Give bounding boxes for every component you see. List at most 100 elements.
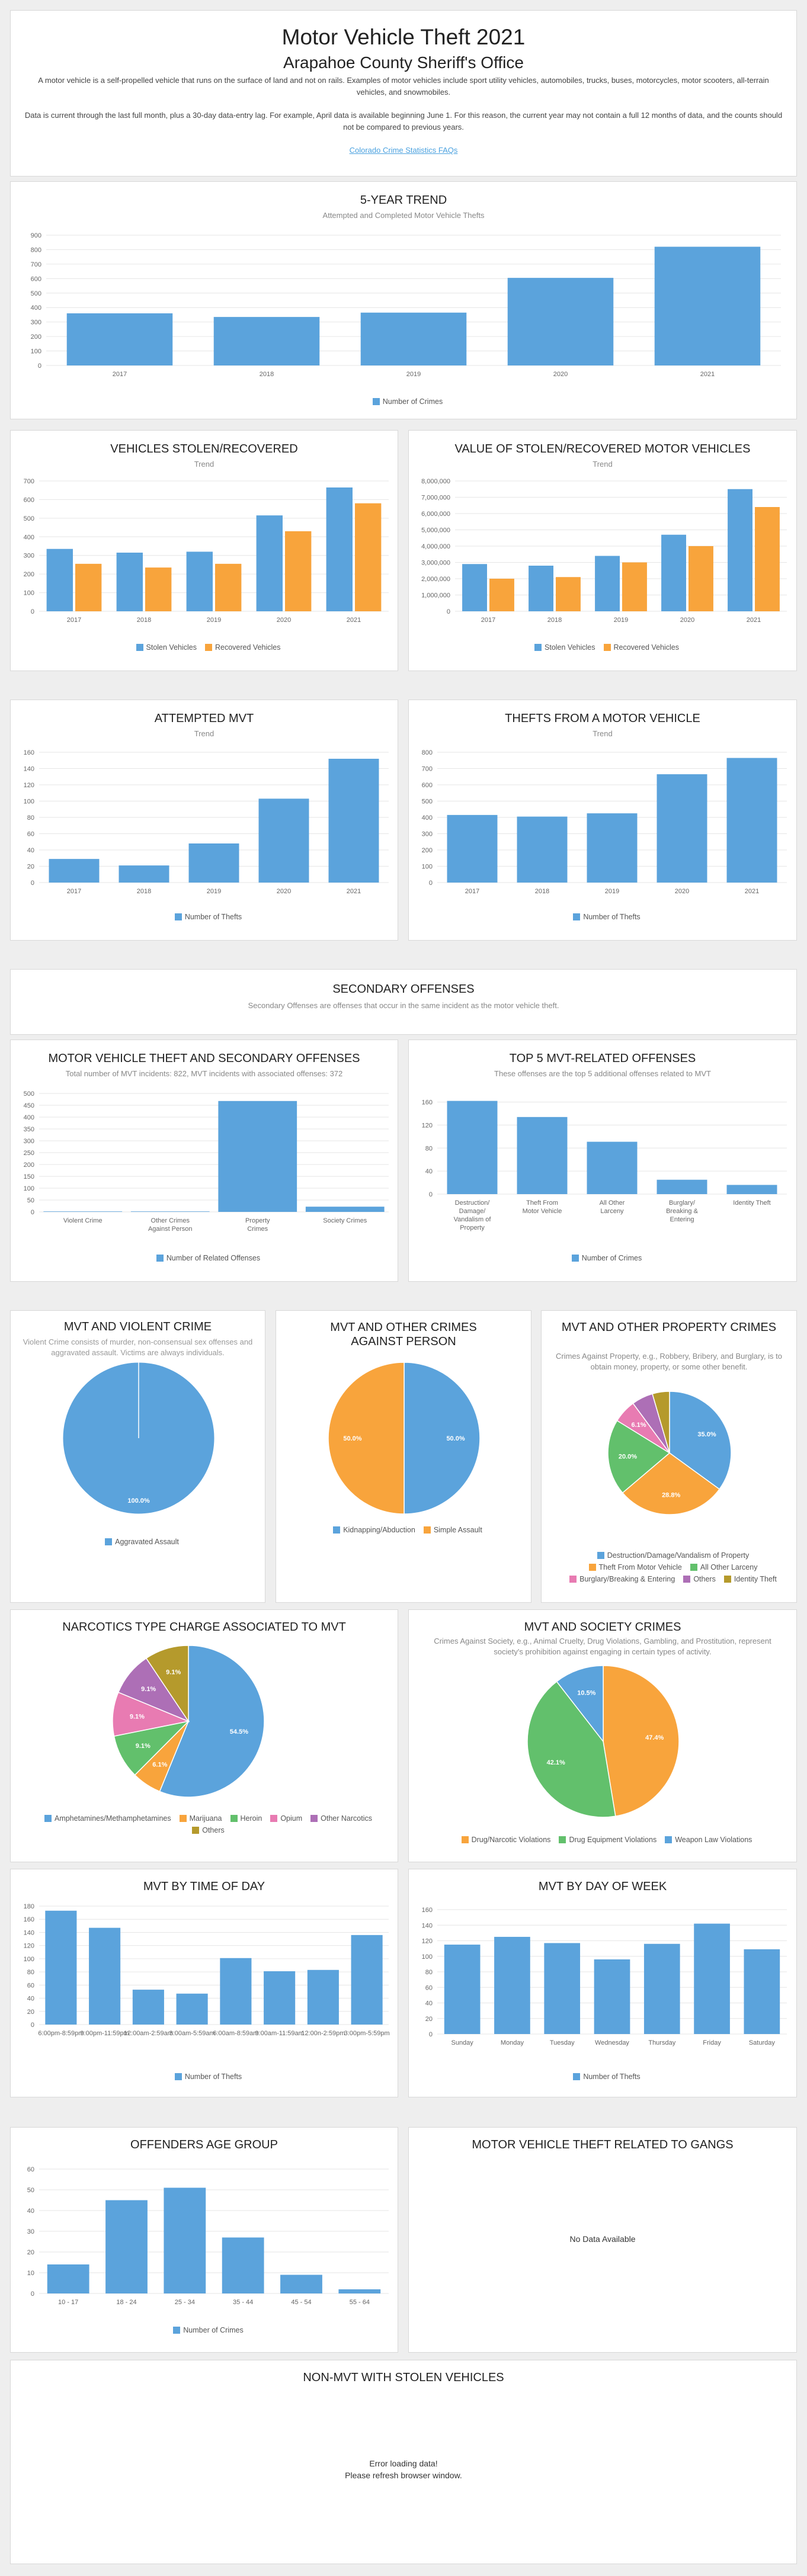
x-tick-label: Wednesday <box>595 2039 629 2046</box>
attempted-panel: ATTEMPTED MVT Trend 0 20 40 60 80 100 120 140 16… <box>10 700 398 941</box>
property-chart: 35.0% 28.8% 20.0% 6.1% <box>607 1391 732 1515</box>
legend-item[interactable]: Opium <box>262 1812 302 1824</box>
x-tick-label: 2018 <box>535 888 549 895</box>
legend-item[interactable]: Burglary/Breaking & Entering <box>561 1573 675 1585</box>
legend-swatch <box>156 1255 164 1262</box>
legend-item[interactable]: Destruction/Damage/Vandalism of Property <box>589 1550 749 1561</box>
legend-item[interactable]: Marijuana <box>171 1812 222 1824</box>
pie-label: 6.1% <box>152 1762 167 1769</box>
legend-swatch <box>333 1526 341 1534</box>
bar <box>355 503 382 611</box>
legend-label: All Other Larceny <box>700 1563 758 1571</box>
legend-swatch <box>461 1836 469 1843</box>
x-tick-label: Tuesday <box>550 2039 575 2046</box>
y-tick-label: 0 <box>31 2291 34 2298</box>
legend-item[interactable]: Stolen Vehicles <box>526 641 595 653</box>
y-tick-label: 20 <box>425 2016 433 2023</box>
legend-label: Number of Related Offenses <box>166 1254 261 1262</box>
legend-item[interactable]: Others <box>184 1824 225 1836</box>
y-tick-label: 700 <box>31 261 41 268</box>
legend-item[interactable]: Kidnapping/Abduction <box>325 1524 415 1536</box>
legend-swatch <box>683 1576 691 1583</box>
y-tick-label: 100 <box>24 798 34 806</box>
legend-item[interactable]: All Other Larceny <box>682 1561 758 1573</box>
legend-item[interactable]: Amphetamines/Methamphetamines <box>36 1812 171 1824</box>
legend-item[interactable]: Weapon Law Violations <box>657 1834 752 1846</box>
legend-label: Stolen Vehicles <box>146 643 197 652</box>
violent-panel: MVT AND VIOLENT CRIME Violent Crime cons… <box>10 1310 265 1603</box>
legend-swatch <box>573 913 581 920</box>
y-tick-label: 180 <box>24 1903 34 1910</box>
bar <box>186 551 213 611</box>
x-tick-label: Crimes <box>247 1226 268 1233</box>
legend-item[interactable]: Number of Crimes <box>364 396 443 408</box>
legend-swatch <box>270 1815 278 1822</box>
legend-item[interactable]: Stolen Vehicles <box>128 641 197 653</box>
pie-slice <box>145 1645 189 1723</box>
legend-label: Marijuana <box>189 1814 222 1823</box>
x-tick-label: 2017 <box>67 617 81 624</box>
faq-link[interactable]: Colorado Crime Statistics FAQs <box>349 146 458 155</box>
legend-label: Heroin <box>240 1814 262 1823</box>
y-tick-label: 100 <box>422 864 433 871</box>
from-vehicle-chart: 0 100 200 300 400 500 600 700 800 2017 2018 2019 202… <box>422 749 787 895</box>
y-tick-label: 4,000,000 <box>421 543 450 550</box>
bar <box>744 1949 780 2034</box>
legend-item[interactable]: Number of Thefts <box>565 2071 641 2083</box>
legend-item[interactable]: Number of Thefts <box>166 2071 242 2083</box>
y-tick-label: 0 <box>31 880 34 887</box>
gangs-title: MOTOR VEHICLE THEFT RELATED TO GANGS <box>472 2138 734 2151</box>
legend-item[interactable]: Simple Assault <box>415 1524 482 1536</box>
x-tick-label: Property <box>245 1217 270 1224</box>
y-tick-label: 8,000,000 <box>421 478 450 485</box>
pie-slice <box>527 1680 616 1818</box>
x-tick-label: Thursday <box>648 2039 675 2046</box>
y-tick-label: 300 <box>24 553 34 560</box>
x-tick-label: Violent Crime <box>63 1217 103 1224</box>
legend-item[interactable]: Aggravated Assault <box>97 1536 179 1548</box>
legend-label: Weapon Law Violations <box>675 1836 752 1844</box>
legend-item[interactable]: Number of Related Offenses <box>148 1252 260 1264</box>
pie-slice <box>328 1362 405 1515</box>
pie-slice <box>603 1665 680 1817</box>
time-of-day-panel: MVT BY TIME OF DAY 0 20 40 60 80 100 120 140 160… <box>10 1869 398 2097</box>
legend-item[interactable]: Number of Crimes <box>165 2324 244 2336</box>
bar <box>587 1141 638 1194</box>
trend-legend: Number of Crimes <box>11 396 796 408</box>
x-tick-label: 2017 <box>67 888 81 895</box>
legend-item[interactable]: Other Narcotics <box>302 1812 372 1824</box>
pie-slice <box>652 1391 670 1454</box>
legend-item[interactable]: Number of Thefts <box>166 911 242 923</box>
time-of-day-chart: 0204060801001201401601806:00pm-8:59pm9:0… <box>24 1903 390 2037</box>
x-tick-label: 2018 <box>547 617 562 624</box>
legend-item[interactable]: Recovered Vehicles <box>197 641 280 653</box>
y-tick-label: 120 <box>422 1122 433 1129</box>
y-tick-label: 700 <box>422 766 433 773</box>
legend-item[interactable]: Number of Thefts <box>565 911 641 923</box>
y-tick-label: 40 <box>425 1168 433 1175</box>
legend-label: Others <box>693 1575 716 1583</box>
y-tick-label: 200 <box>31 333 41 341</box>
bar <box>285 531 312 611</box>
legend-item[interactable]: Drug Equipment Violations <box>550 1834 657 1846</box>
society-panel: MVT AND SOCIETY CRIMES Crimes Against So… <box>408 1609 797 1862</box>
legend-label: Number of Thefts <box>184 2073 242 2081</box>
top5-chart: 0 40 80 120 160 Destruction/Damage/Vandalism … <box>422 1099 787 1231</box>
legend-item[interactable]: Identity Theft <box>716 1573 777 1585</box>
x-tick-label: 2020 <box>680 617 694 624</box>
bar <box>280 2275 322 2293</box>
legend-item[interactable]: Heroin <box>222 1812 262 1824</box>
y-tick-label: 300 <box>422 831 433 838</box>
page-title: Motor Vehicle Theft 2021 <box>281 25 526 49</box>
legend-item[interactable]: Theft From Motor Vehicle <box>581 1561 682 1573</box>
legend-item[interactable]: Recovered Vehicles <box>595 641 679 653</box>
y-tick-label: 50 <box>27 2187 34 2194</box>
narcotics-panel: NARCOTICS TYPE CHARGE ASSOCIATED TO MVT … <box>10 1609 398 1862</box>
legend-item[interactable]: Others <box>675 1573 716 1585</box>
legend-item[interactable]: Drug/Narcotic Violations <box>453 1834 550 1846</box>
bar <box>49 859 100 883</box>
bar <box>145 567 172 611</box>
attempted-chart: 0 20 40 60 80 100 120 140 160 2017 2018 2019 2020 202… <box>24 749 389 895</box>
y-tick-label: 120 <box>24 782 34 789</box>
legend-item[interactable]: Number of Crimes <box>563 1252 642 1264</box>
